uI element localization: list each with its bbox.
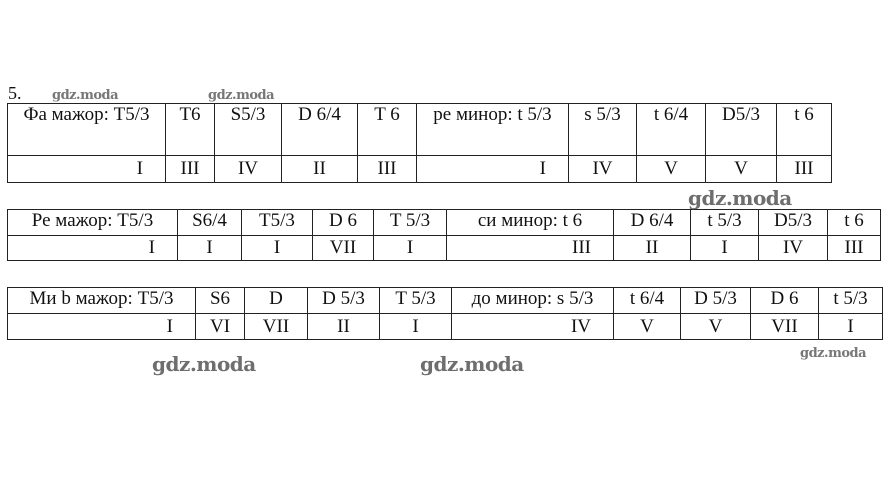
degree-cell: I <box>690 235 759 261</box>
chord-table-3: Ми b мажор: T5/3 S6 D D 5/3 T 5/3 до минор: s… <box>7 287 883 340</box>
degree-cell: II <box>613 235 691 261</box>
chord-cell: T 5/3 <box>373 209 447 236</box>
chord-table-1: Фа мажор: T5/3 T6 S5/3 D 6/4 T 6 ре минор: t … <box>7 103 832 183</box>
chord-cell: D5/3 <box>705 103 777 156</box>
watermark: gdz.moda <box>152 352 256 376</box>
chord-cell: t 6 <box>827 209 881 236</box>
chord-cell: D5/3 <box>758 209 828 236</box>
degree-cell: III <box>776 155 832 183</box>
watermark: gdz.moda <box>688 186 792 210</box>
chord-cell: T 5/3 <box>379 287 452 314</box>
degree-cell: VI <box>195 313 245 340</box>
chord-cell: T5/3 <box>241 209 313 236</box>
degree-cell: VII <box>312 235 374 261</box>
watermark: gdz.moda <box>52 88 119 103</box>
chord-cell: s 5/3 <box>568 103 637 156</box>
watermark: gdz.moda <box>208 88 275 103</box>
chord-cell: T 6 <box>357 103 417 156</box>
degree-cell: V <box>613 313 681 340</box>
chord-cell: t 5/3 <box>818 287 883 314</box>
chord-cell: S6/4 <box>177 209 242 236</box>
degree-cell: IV <box>758 235 828 261</box>
degree-cell: VII <box>244 313 308 340</box>
chord-cell: до минор: s 5/3 <box>451 287 614 314</box>
chord-cell: t 6 <box>776 103 832 156</box>
chord-cell: D 6/4 <box>613 209 691 236</box>
degree-cell: III <box>446 235 614 261</box>
chord-cell: D 5/3 <box>680 287 751 314</box>
chord-cell: t 5/3 <box>690 209 759 236</box>
chord-cell: си минор: t 6 <box>446 209 614 236</box>
degree-cell: V <box>680 313 751 340</box>
watermark: gdz.moda <box>800 346 867 361</box>
degree-cell: I <box>7 235 178 261</box>
degree-cell: IV <box>451 313 614 340</box>
chord-cell: D 5/3 <box>307 287 380 314</box>
degree-cell: I <box>7 155 166 183</box>
degree-cell: I <box>373 235 447 261</box>
degree-cell: I <box>416 155 569 183</box>
chord-cell: Ми b мажор: T5/3 <box>7 287 196 314</box>
chord-cell: Ре мажор: T5/3 <box>7 209 178 236</box>
degree-cell: I <box>241 235 313 261</box>
degree-cell: III <box>165 155 215 183</box>
degree-cell: V <box>705 155 777 183</box>
chord-cell: Фа мажор: T5/3 <box>7 103 166 156</box>
degree-cell: IV <box>568 155 637 183</box>
chord-cell: t 6/4 <box>636 103 706 156</box>
degree-cell: II <box>307 313 380 340</box>
degree-cell: IV <box>214 155 282 183</box>
chord-cell: D 6 <box>750 287 819 314</box>
chord-cell: D 6/4 <box>281 103 358 156</box>
exercise-number: 5. <box>8 83 22 103</box>
degree-cell: V <box>636 155 706 183</box>
chord-cell: ре минор: t 5/3 <box>416 103 569 156</box>
watermark: gdz.moda <box>420 352 524 376</box>
chord-cell: S6 <box>195 287 245 314</box>
chord-cell: S5/3 <box>214 103 282 156</box>
degree-cell: I <box>7 313 196 340</box>
degree-cell: III <box>357 155 417 183</box>
chord-cell: D 6 <box>312 209 374 236</box>
degree-cell: III <box>827 235 881 261</box>
degree-cell: I <box>379 313 452 340</box>
chord-cell: T6 <box>165 103 215 156</box>
degree-cell: I <box>818 313 883 340</box>
chord-cell: t 6/4 <box>613 287 681 314</box>
degree-cell: I <box>177 235 242 261</box>
chord-cell: D <box>244 287 308 314</box>
degree-cell: II <box>281 155 358 183</box>
degree-cell: VII <box>750 313 819 340</box>
